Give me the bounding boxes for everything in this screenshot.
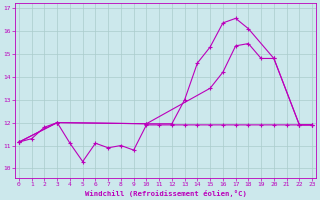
X-axis label: Windchill (Refroidissement éolien,°C): Windchill (Refroidissement éolien,°C) — [84, 190, 246, 197]
